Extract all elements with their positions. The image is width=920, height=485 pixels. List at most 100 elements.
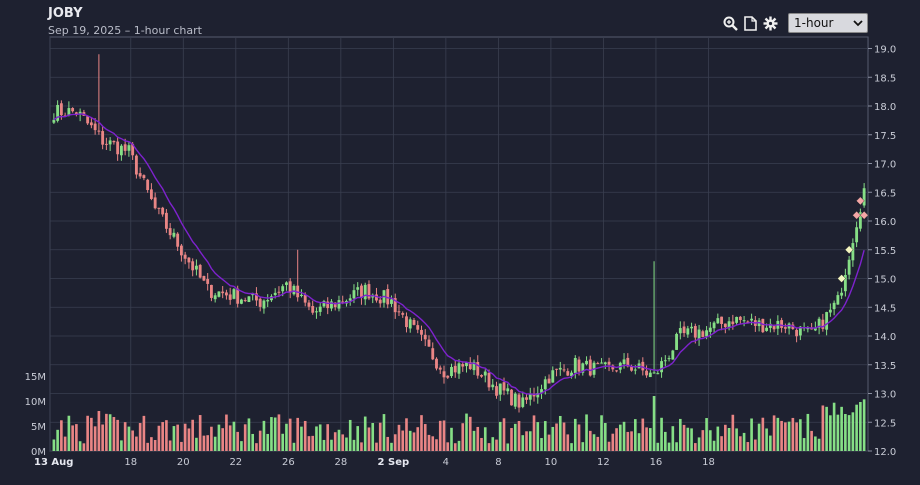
volume-bar [660,417,663,451]
candle-body [292,285,296,295]
volume-bar [116,419,119,451]
price-tick-label: 13.0 [874,390,896,401]
candle-body [840,292,844,296]
candle-body [776,320,780,329]
volume-bar [525,431,528,451]
candle-body [633,369,637,371]
candle-body [142,175,146,179]
volume-bar [573,418,577,451]
volume-bar [176,424,179,451]
buy-marker [844,245,854,255]
volume-bar [277,414,281,451]
grid [49,36,869,452]
candle-body [630,366,633,371]
candle-body [194,265,198,270]
volume-bar [547,434,551,451]
legend-vwap: VWAP: 15.9 [282,38,359,49]
volume-bar [221,428,224,451]
candle-body [600,362,603,364]
volume-bar [769,435,772,451]
candle-body [795,329,799,337]
volume-bar [851,412,855,451]
candle-body [333,302,337,308]
volume-bar [603,423,607,451]
volume-bar [112,417,116,451]
chart-toolbar: 1-hour [722,13,868,33]
zoom-icon[interactable] [722,15,738,31]
price-tick-label: 12.0 [874,447,896,458]
candle-body [390,299,393,304]
volume-bar [566,434,570,451]
candle-body [603,362,607,364]
volume-bar [243,424,247,451]
volume-bar [262,420,266,451]
volume-bar [438,420,442,451]
candle-body [446,375,450,378]
volume-bar [146,442,149,451]
price-tick-label: 15.0 [874,275,896,286]
volume-bar [446,442,450,451]
candle-body [348,298,352,301]
candle-body [209,284,213,298]
candle-body [532,394,536,397]
volume-bar [498,421,502,451]
candle-body [682,326,686,334]
volume-bar [840,406,843,451]
candle-body [581,363,585,373]
volume-bar [540,438,543,451]
volume-bar [836,414,840,451]
candle-body [330,301,333,309]
candle-body [791,324,795,329]
candle-body [326,301,330,309]
volume-bar [442,420,446,451]
candle-body [705,330,709,337]
volume-bar [450,427,453,451]
volume-bar [206,435,209,451]
candle-body [558,367,562,370]
legend-buys-text: buys [627,38,651,49]
candle-body [213,295,217,300]
price-tick-label: 17.5 [874,131,896,142]
candle-body [228,294,232,300]
volume-bar [739,436,742,451]
candle-body [104,143,108,145]
trade-markers [837,196,869,283]
volume-bar [408,430,412,451]
volume-bar [228,425,232,451]
candle-body [562,369,566,371]
candle-body [626,357,630,367]
candle-body [378,299,382,304]
candle-body [198,264,202,278]
volume-bar [131,430,134,451]
candles [52,54,866,413]
interval-select[interactable]: 1-hour [788,13,868,33]
document-icon[interactable] [742,15,758,31]
volume-bar [457,440,461,451]
volume-bar [202,435,206,451]
candle-body [438,367,442,370]
volume-bar [258,430,262,451]
volume-bar [315,426,318,451]
date-tick-label: 18 [124,457,137,468]
gear-icon[interactable] [762,15,778,31]
candle-body [161,207,165,215]
candle-body [59,103,63,116]
candle-body [491,384,495,388]
candle-body [258,298,262,307]
candle-body [506,388,510,392]
candle-body [71,108,75,112]
candle-body [821,319,825,329]
volume-bar [86,415,89,451]
volume-bar [101,424,104,451]
price-tick-label: 12.5 [874,418,896,429]
volume-bar [382,414,386,451]
volume-bar [506,443,510,451]
candle-body [761,318,765,333]
candle-body [408,319,412,329]
volume-bar [656,442,660,451]
volume-bar [806,413,810,451]
candle-body [300,294,303,296]
volume-bar [172,426,176,451]
candle-body [420,329,423,335]
